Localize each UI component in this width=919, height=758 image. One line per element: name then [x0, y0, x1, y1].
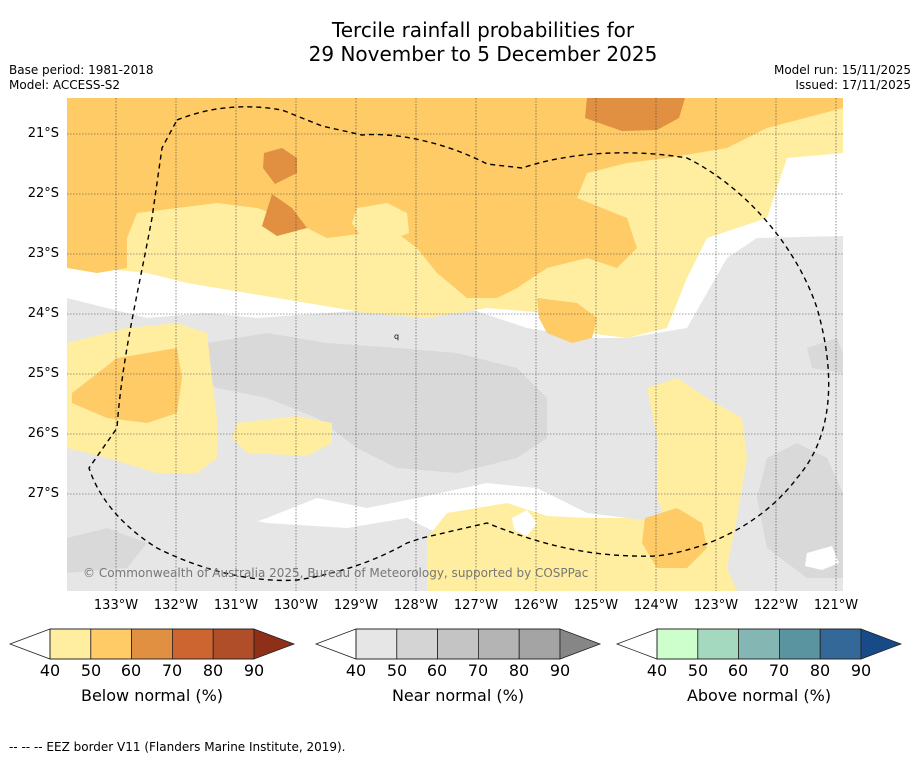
lat-label-22: 22°S	[27, 186, 59, 201]
lat-label-26: 26°S	[27, 426, 59, 441]
near-tick-80: 80	[508, 661, 530, 680]
above-tick-80: 80	[809, 661, 831, 680]
above-tick-90: 90	[850, 661, 872, 680]
below-tick-60: 60	[120, 661, 142, 680]
below-segment-70	[171, 628, 214, 660]
lat-label-24: 24°S	[27, 306, 59, 321]
small-mark: q	[394, 332, 399, 341]
colorbar-below-label: Below normal (%)	[80, 686, 224, 705]
model-text: Model: ACCESS-S2	[9, 78, 121, 92]
below-tick-90: 90	[243, 661, 265, 680]
above-tick-50: 50	[687, 661, 709, 680]
colorbar-above-ticks: 40 50 60 70 80 90	[615, 661, 905, 681]
lat-label-27: 27°S	[27, 486, 59, 501]
colorbar-near-label: Near normal (%)	[391, 686, 525, 705]
above-segment-80	[819, 628, 862, 660]
model-run-text: Model run: 15/11/2025	[773, 63, 911, 77]
lon-label-131: 131°W	[213, 598, 259, 613]
title-line-1: Tercile rainfall probabilities for	[331, 18, 635, 42]
lon-label-125: 125°W	[573, 598, 619, 613]
base-period-text: Base period: 1981-2018	[9, 63, 154, 77]
below-segment-40	[49, 628, 92, 660]
map-title: Tercile rainfall probabilities for 29 No…	[0, 18, 919, 66]
above-tick-70: 70	[768, 661, 790, 680]
colorbar-near	[314, 628, 602, 660]
copyright-text: © Commonwealth of Australia 2025, Bureau…	[83, 566, 588, 580]
below-segment-80	[212, 628, 255, 660]
near-segment-under	[316, 629, 356, 659]
colorbar-near-ticks: 40 50 60 70 80 90	[314, 661, 604, 681]
colorbar-above-outline	[615, 628, 903, 660]
above-segment-under	[617, 629, 657, 659]
below-segment-over	[254, 629, 294, 659]
near-tick-70: 70	[467, 661, 489, 680]
near-segment-over	[560, 629, 600, 659]
near-tick-50: 50	[386, 661, 408, 680]
lon-label-133: 133°W	[93, 598, 139, 613]
lat-label-21: 21°S	[27, 126, 59, 141]
lon-label-130: 130°W	[273, 598, 319, 613]
meta-left: Base period: 1981-2018 Model: ACCESS-S2	[9, 63, 154, 93]
above-segment-70	[778, 628, 821, 660]
lon-label-123: 123°W	[693, 598, 739, 613]
meta-right: Model run: 15/11/2025 Issued: 17/11/2025	[774, 63, 911, 93]
near-tick-60: 60	[426, 661, 448, 680]
colorbar-above-label: Above normal (%)	[686, 686, 832, 705]
lon-label-128: 128°W	[393, 598, 439, 613]
above-tick-40: 40	[646, 661, 668, 680]
below-tick-50: 50	[80, 661, 102, 680]
near-segment-40	[355, 628, 398, 660]
near-segment-50	[396, 628, 439, 660]
lon-label-121: 121°W	[813, 598, 859, 613]
colorbar-below-outline	[8, 628, 296, 660]
colorbar-below	[8, 628, 296, 660]
above-tick-60: 60	[727, 661, 749, 680]
below-tick-80: 80	[202, 661, 224, 680]
colorbar-near-segments	[316, 628, 600, 660]
colorbar-above-segments	[617, 628, 901, 660]
issued-text: Issued: 17/11/2025	[795, 78, 911, 92]
lon-label-126: 126°W	[513, 598, 559, 613]
colorbar-below-segments	[10, 628, 294, 660]
below-normal-60-regions	[67, 98, 843, 568]
probability-map: q © Commonwealth of Australia 2025, Bure…	[67, 98, 843, 591]
above-segment-50	[697, 628, 740, 660]
below-segment-50	[90, 628, 133, 660]
below-segment-60	[131, 628, 173, 660]
white-patch	[512, 510, 537, 536]
near-segment-60	[437, 628, 479, 660]
lon-label-127: 127°W	[453, 598, 499, 613]
title-line-2: 29 November to 5 December 2025	[308, 42, 658, 66]
near-normal-60-regions	[67, 333, 843, 578]
colorbar-near-outline	[314, 628, 602, 660]
near-tick-90: 90	[549, 661, 571, 680]
below-tick-40: 40	[39, 661, 61, 680]
above-segment-over	[861, 629, 901, 659]
lon-label-129: 129°W	[333, 598, 379, 613]
below-tick-70: 70	[161, 661, 183, 680]
white-patch	[805, 546, 839, 570]
lon-label-132: 132°W	[153, 598, 199, 613]
graticule	[67, 98, 843, 591]
above-segment-40	[656, 628, 699, 660]
lat-label-23: 23°S	[27, 246, 59, 261]
lon-label-122: 122°W	[753, 598, 799, 613]
eez-footnote: -- -- -- EEZ border V11 (Flanders Marine…	[9, 740, 346, 754]
above-segment-60	[738, 628, 780, 660]
near-segment-80	[518, 628, 561, 660]
near-segment-70	[477, 628, 520, 660]
lon-label-124: 124°W	[633, 598, 679, 613]
colorbar-above	[615, 628, 903, 660]
near-tick-40: 40	[345, 661, 367, 680]
lat-label-25: 25°S	[27, 366, 59, 381]
below-segment-under	[10, 629, 50, 659]
colorbar-below-ticks: 40 50 60 70 80 90	[8, 661, 298, 681]
pale-patch	[352, 203, 409, 241]
